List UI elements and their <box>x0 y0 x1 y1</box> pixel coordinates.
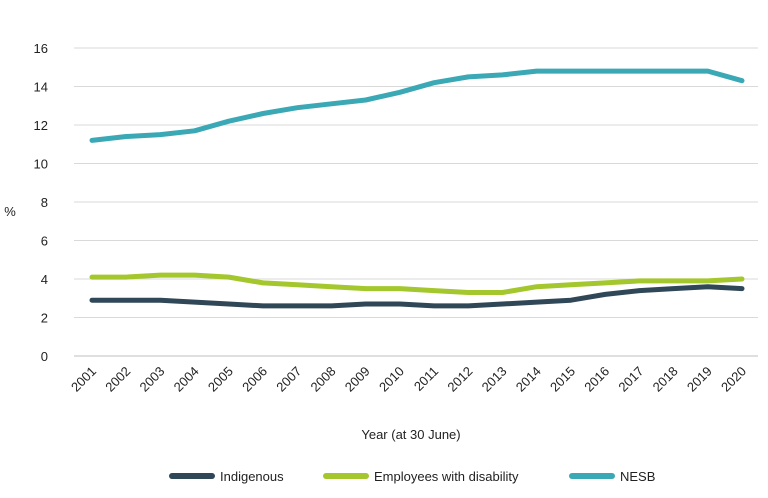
x-tick-label: 2010 <box>376 364 407 395</box>
y-tick-label: 0 <box>41 349 48 364</box>
y-axis-ticks: 0 2 4 6 8 10 12 14 16 <box>34 41 48 364</box>
y-tick-label: 4 <box>41 272 48 287</box>
x-tick-label: 2015 <box>547 364 578 395</box>
x-tick-label: 2006 <box>239 364 270 395</box>
y-axis-label: % <box>4 204 16 219</box>
x-tick-label: 2003 <box>136 364 167 395</box>
y-tick-label: 2 <box>41 311 48 326</box>
y-tick-label: 16 <box>34 41 48 56</box>
x-tick-label: 2019 <box>684 364 715 395</box>
x-tick-label: 2013 <box>479 364 510 395</box>
x-tick-label: 2004 <box>171 364 202 395</box>
y-tick-label: 8 <box>41 195 48 210</box>
x-axis-label: Year (at 30 June) <box>361 427 460 442</box>
x-tick-label: 2014 <box>513 364 544 395</box>
x-tick-label: 2018 <box>650 364 681 395</box>
series-line-nesb <box>89 68 745 143</box>
y-tick-label: 10 <box>34 157 48 172</box>
x-tick-label: 2001 <box>68 364 99 395</box>
x-tick-label: 2009 <box>342 364 373 395</box>
gridlines <box>74 47 758 318</box>
y-tick-label: 12 <box>34 118 48 133</box>
y-tick-label: 6 <box>41 234 48 249</box>
x-tick-label: 2007 <box>273 364 304 395</box>
x-tick-label: 2016 <box>581 364 612 395</box>
legend: Indigenous Employees with disability NESB <box>169 469 655 484</box>
y-tick-label: 14 <box>34 80 48 95</box>
series-line-employees-with-disability <box>89 272 745 295</box>
legend-label: NESB <box>620 469 655 484</box>
x-tick-label: 2002 <box>102 364 133 395</box>
x-axis-ticks: 2001 2002 2003 2004 2005 2006 2007 2008 2009 2010… <box>68 364 749 395</box>
x-tick-label: 2020 <box>718 364 749 395</box>
x-tick-label: 2011 <box>411 364 441 394</box>
series-lines <box>89 68 745 309</box>
x-tick-label: 2012 <box>444 364 475 395</box>
legend-label: Employees with disability <box>374 469 519 484</box>
series-line-indigenous <box>89 284 745 309</box>
legend-label: Indigenous <box>220 469 284 484</box>
x-tick-label: 2017 <box>615 364 646 395</box>
x-tick-label: 2005 <box>205 364 236 395</box>
x-tick-label: 2008 <box>308 364 339 395</box>
